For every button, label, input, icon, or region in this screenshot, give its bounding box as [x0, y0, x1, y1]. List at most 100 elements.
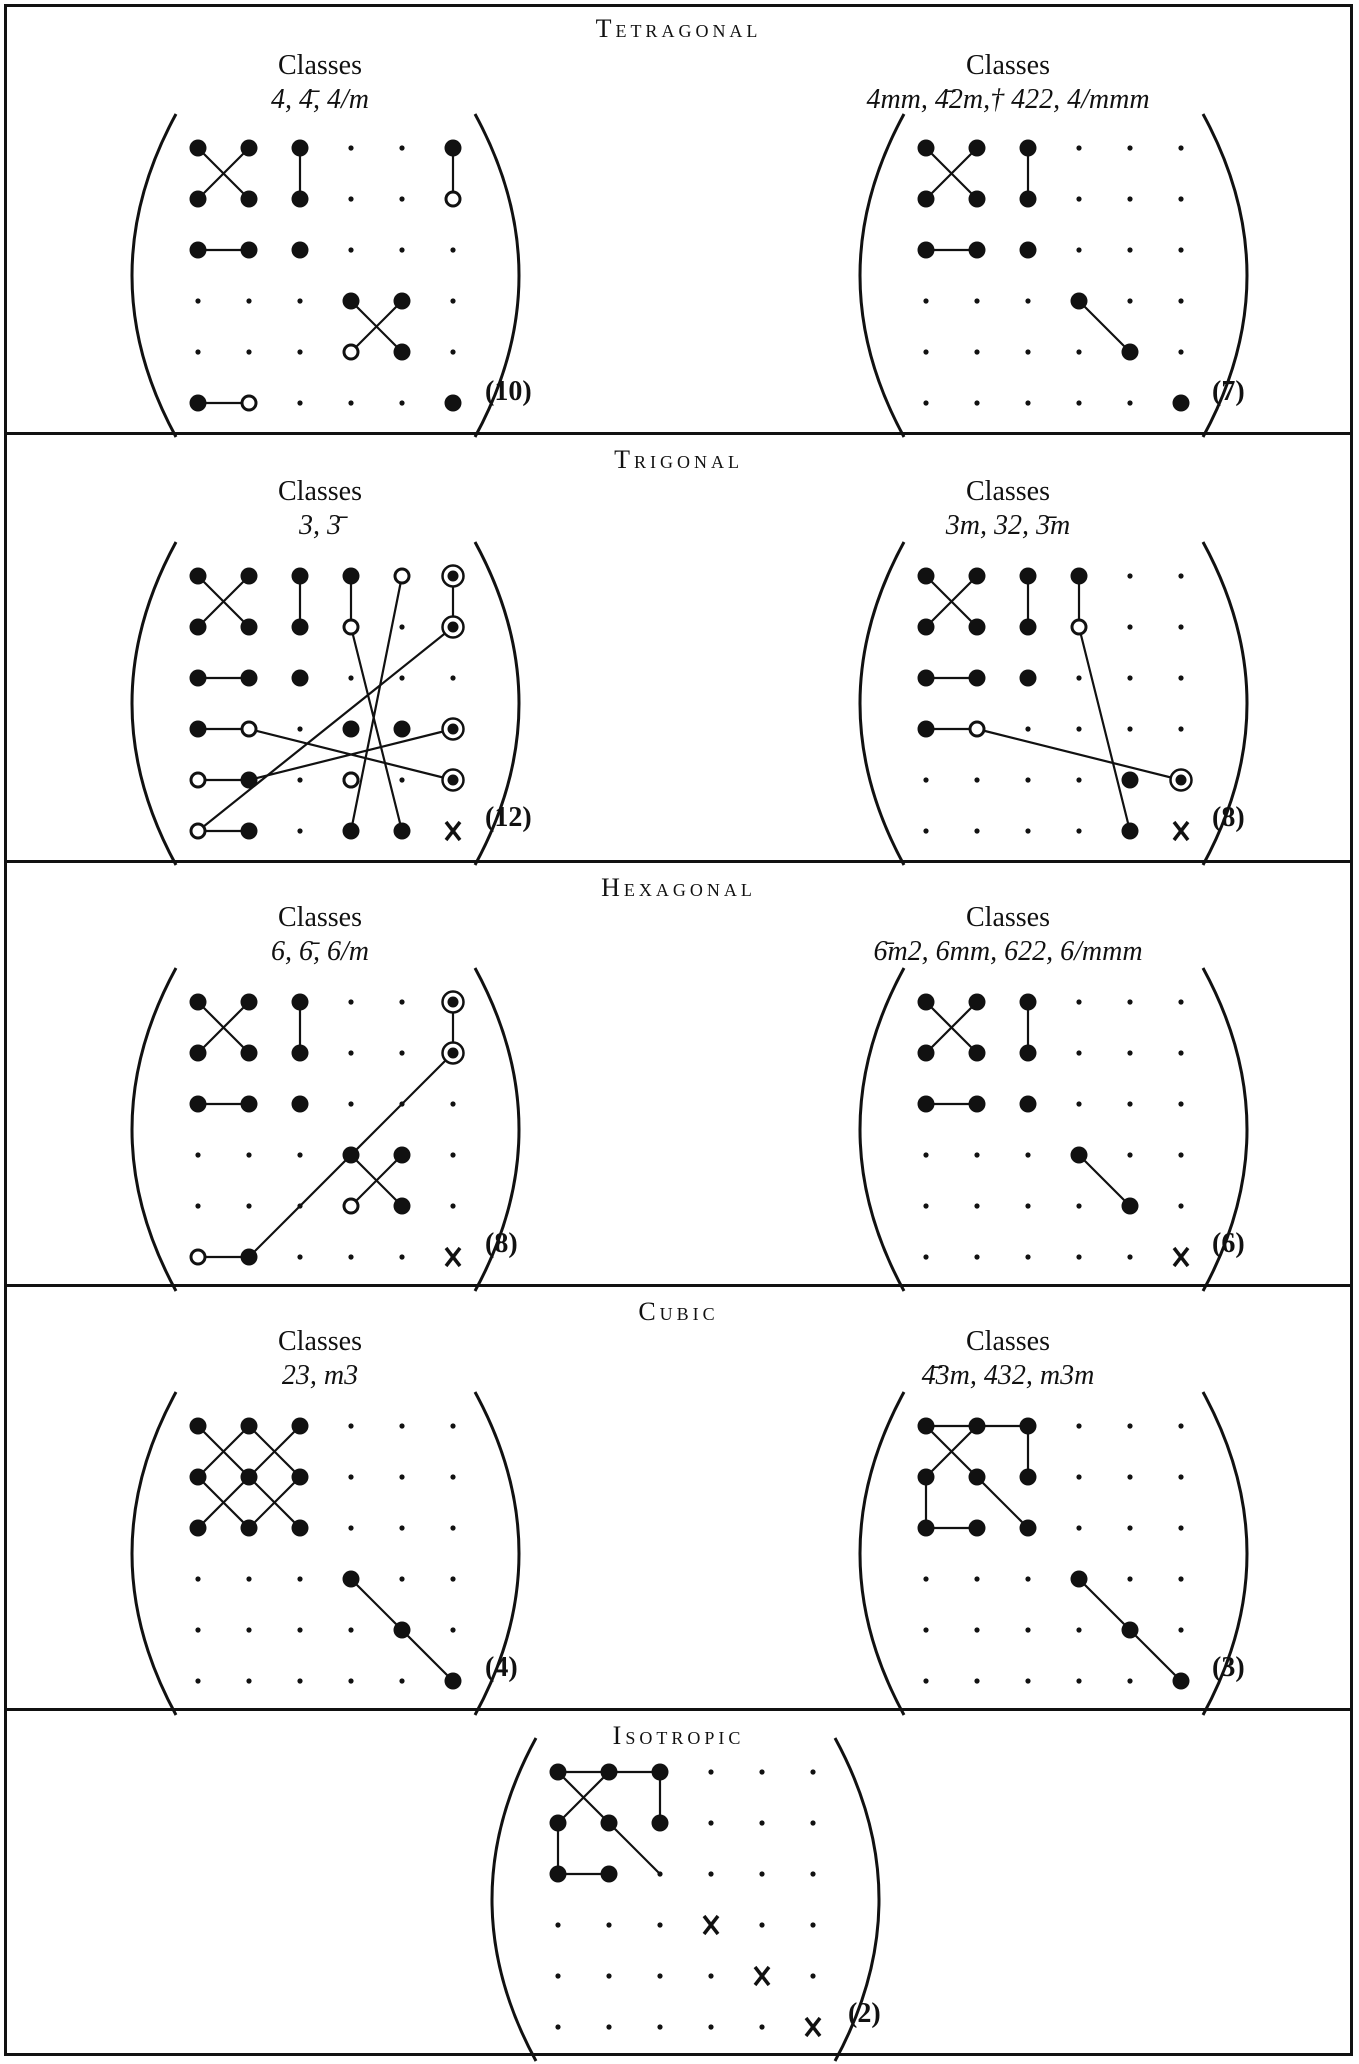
- grid-dot: [246, 1152, 252, 1158]
- ringed-point-core: [447, 996, 459, 1008]
- grid-dot: [450, 1101, 456, 1107]
- grid-dot: [1076, 675, 1082, 681]
- grid-dot: [195, 1678, 201, 1684]
- connector-line: [350, 1578, 403, 1631]
- grid-dot: [1127, 999, 1133, 1005]
- section-isotropic: Isotropic: [4, 1708, 1353, 2056]
- connector-line: [197, 575, 250, 628]
- section-title-isotropic: Isotropic: [612, 1721, 745, 1750]
- grid-dot: [810, 1922, 816, 1928]
- grid-dot: [399, 999, 405, 1005]
- filled-point: [240, 241, 258, 259]
- ringed-point-core: [1175, 774, 1187, 786]
- open-point: [342, 343, 360, 361]
- grid-dot: [759, 1769, 765, 1775]
- grid-dot: [1178, 1576, 1184, 1582]
- filled-point: [393, 822, 411, 840]
- filled-point: [393, 1146, 411, 1164]
- grid-dot: [1127, 298, 1133, 304]
- connector-line: [350, 1154, 403, 1207]
- count-cubic-left: (4): [485, 1652, 518, 1683]
- grid-dot: [1178, 1050, 1184, 1056]
- grid-dot: [297, 1576, 303, 1582]
- connector-line: [197, 147, 250, 200]
- connector-line: [1077, 626, 1132, 832]
- grid-dot: [923, 1152, 929, 1158]
- filled-point: [189, 241, 207, 259]
- grid-dot: [450, 247, 456, 253]
- grid-dot: [399, 1254, 405, 1260]
- open-point: [393, 567, 411, 585]
- grid-dot: [1178, 726, 1184, 732]
- grid-dot: [1025, 1203, 1031, 1209]
- grid-dot: [450, 1423, 456, 1429]
- grid-dot: [297, 400, 303, 406]
- grid-dot: [974, 400, 980, 406]
- classes-list-hexagonal-right: 6̄m2, 6mm, 622, 6/mmm: [873, 936, 1143, 967]
- grid-dot: [195, 349, 201, 355]
- filled-point: [189, 190, 207, 208]
- filled-point: [917, 720, 935, 738]
- bracket-right: [473, 967, 521, 1292]
- ringed-point-core: [447, 1047, 459, 1059]
- grid-dot: [1127, 1678, 1133, 1684]
- grid-dot: [348, 1101, 354, 1107]
- grid-dot: [1076, 1101, 1082, 1107]
- grid-dot: [1076, 349, 1082, 355]
- filled-point: [393, 292, 411, 310]
- filled-point: [291, 1044, 309, 1062]
- cross-mark: [444, 820, 462, 842]
- cross-stroke: [702, 1914, 720, 1936]
- grid-dot: [450, 1152, 456, 1158]
- grid-dot: [923, 828, 929, 834]
- connector-line: [248, 1476, 301, 1529]
- filled-point: [1121, 343, 1139, 361]
- grid-dot: [923, 1203, 929, 1209]
- bracket-left: [858, 1391, 906, 1716]
- grid-dot: [1127, 726, 1133, 732]
- grid-dot: [1127, 1474, 1133, 1480]
- filled-point: [291, 190, 309, 208]
- section-title-hexagonal: Hexagonal: [601, 873, 756, 902]
- diagram-isotropic: [490, 1737, 881, 2062]
- grid-dot: [399, 145, 405, 151]
- bracket-right: [1201, 967, 1249, 1292]
- grid-dot: [1178, 298, 1184, 304]
- classes-list-cubic-right: 4̄3m, 432, m3m: [921, 1360, 1095, 1391]
- classes-title-trigonal-left: Classes: [278, 476, 362, 507]
- grid-dot: [399, 400, 405, 406]
- bracket-right: [473, 1391, 521, 1716]
- count-trigonal-left: (12): [485, 802, 532, 833]
- grid-dot: [348, 675, 354, 681]
- open-point: [444, 190, 462, 208]
- grid-dot: [348, 145, 354, 151]
- open-point: [240, 720, 258, 738]
- bracket-left: [858, 967, 906, 1292]
- classes-title-tetragonal-left: Classes: [278, 50, 362, 81]
- grid-dot: [923, 1627, 929, 1633]
- filled-point: [1019, 139, 1037, 157]
- grid-dot: [1025, 1152, 1031, 1158]
- grid-dot: [923, 400, 929, 406]
- filled-point: [1019, 1044, 1037, 1062]
- grid-dot: [1178, 573, 1184, 579]
- classes-title-cubic-left: Classes: [278, 1326, 362, 1357]
- grid-dot: [348, 196, 354, 202]
- grid-dot: [297, 1678, 303, 1684]
- cross-stroke: [1172, 1246, 1190, 1268]
- classes-list-trigonal-left: 3, 3̄: [299, 510, 341, 541]
- grid-dot: [399, 777, 405, 783]
- connector-line: [976, 1476, 1029, 1529]
- connector-line: [248, 1425, 301, 1478]
- grid-dot: [399, 1576, 405, 1582]
- grid-dot: [246, 298, 252, 304]
- grid-dot: [348, 400, 354, 406]
- grid-dot: [348, 1474, 354, 1480]
- grid-dot: [1178, 1423, 1184, 1429]
- grid-dot: [1076, 726, 1082, 732]
- filled-point: [1019, 1468, 1037, 1486]
- grid-dot: [450, 1203, 456, 1209]
- grid-dot: [399, 196, 405, 202]
- grid-dot: [1127, 1576, 1133, 1582]
- filled-point: [1070, 292, 1088, 310]
